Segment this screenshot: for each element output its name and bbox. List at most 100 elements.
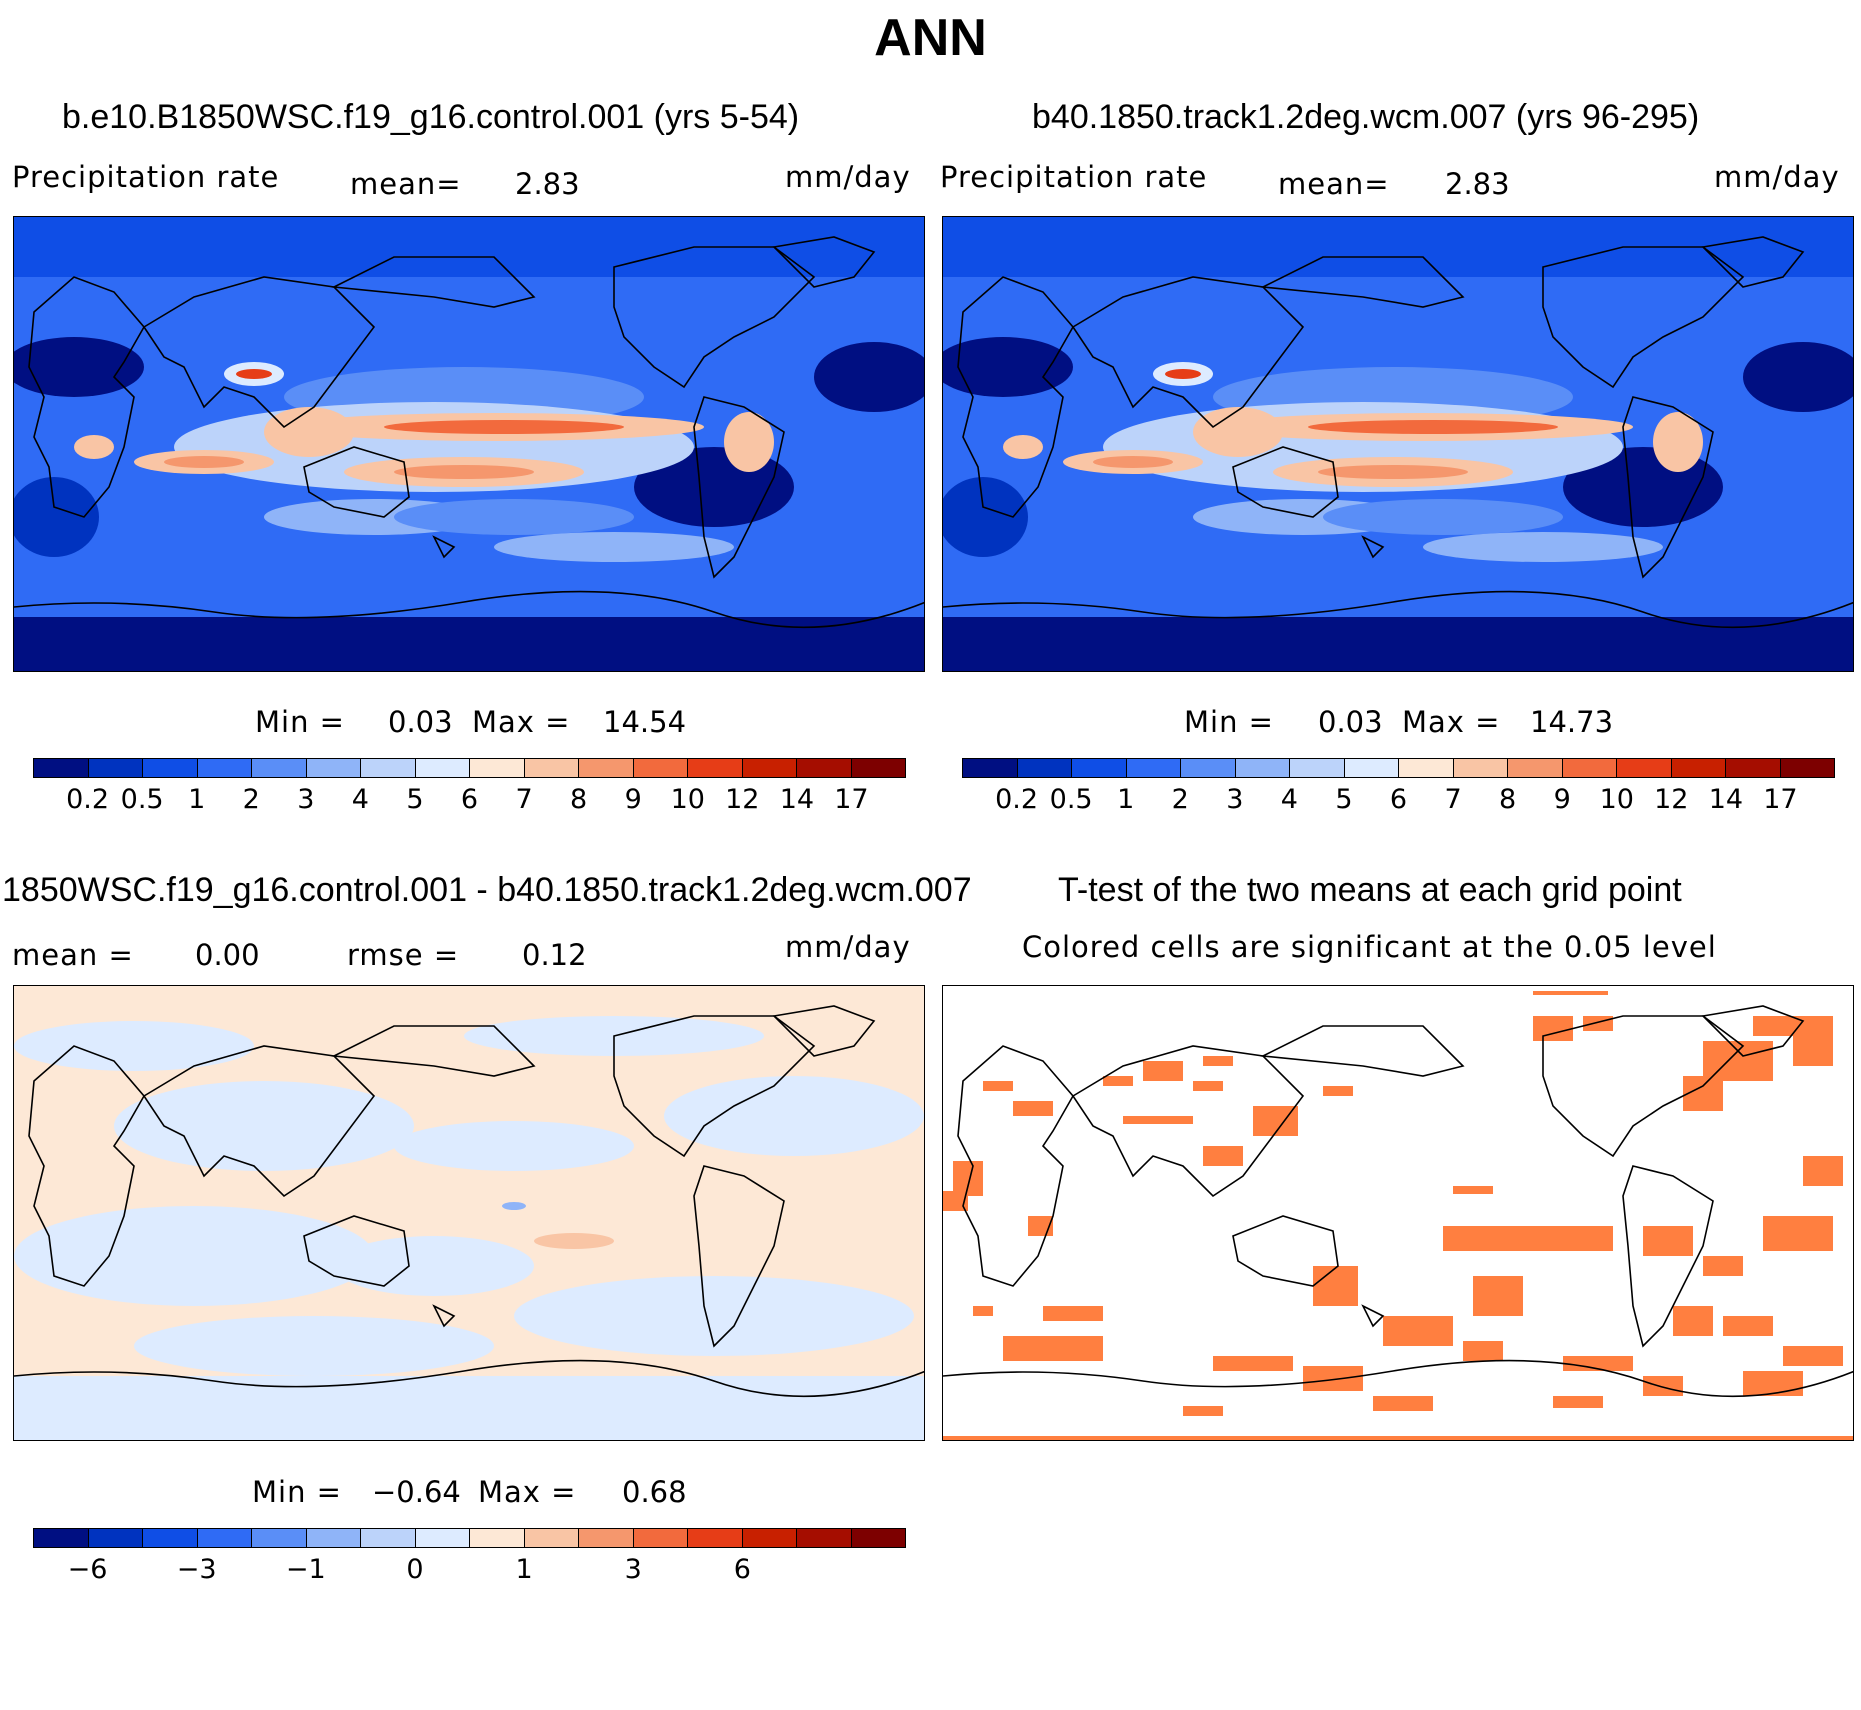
- colorbar-swatch: [252, 1529, 307, 1547]
- panel3-map-svg: [14, 986, 924, 1440]
- panel1-min-label: Min =: [255, 705, 345, 739]
- colorbar-tick-label: 7: [515, 784, 533, 815]
- colorbar-tick-label: 0.2: [66, 784, 110, 815]
- colorbar-tick-label: −6: [67, 1554, 108, 1585]
- panel2-min-label: Min =: [1184, 705, 1274, 739]
- colorbar-swatch: [1399, 759, 1454, 777]
- panel3-title: 1850WSC.f19_g16.control.001 - b40.1850.t…: [2, 871, 972, 909]
- colorbar-tick-label: 2: [1171, 784, 1189, 815]
- colorbar-tick-label: −1: [285, 1554, 326, 1585]
- colorbar-tick-label: 4: [351, 784, 369, 815]
- colorbar-swatch: [797, 759, 852, 777]
- colorbar-tick-label: 0.5: [1049, 784, 1093, 815]
- colorbar-swatch: [1726, 759, 1781, 777]
- colorbar-tick-label: 2: [242, 784, 260, 815]
- colorbar-swatch: [470, 1529, 525, 1547]
- colorbar-tick-label: 8: [1499, 784, 1517, 815]
- colorbar-swatch: [415, 1529, 470, 1547]
- panel3-rmse-value: 0.12: [522, 938, 587, 972]
- panel3-colorbar: [33, 1528, 906, 1548]
- colorbar-swatch: [197, 759, 252, 777]
- panel2-min-value: 0.03: [1318, 705, 1383, 739]
- colorbar-tick-label: 9: [624, 784, 642, 815]
- colorbar-swatch: [1508, 759, 1563, 777]
- colorbar-tick-label: 0.5: [120, 784, 164, 815]
- panel2-max-label: Max =: [1402, 705, 1501, 739]
- panel1-variable-label: Precipitation rate: [12, 160, 280, 194]
- colorbar-tick-label: 14: [779, 784, 815, 815]
- colorbar-swatch: [688, 759, 743, 777]
- colorbar-swatch: [34, 1529, 89, 1547]
- colorbar-tick-label: 12: [725, 784, 760, 815]
- panel3-min-label: Min =: [252, 1475, 342, 1509]
- panel2-variable-label: Precipitation rate: [940, 160, 1208, 194]
- colorbar-tick-label: 8: [570, 784, 588, 815]
- colorbar-swatch: [524, 1529, 579, 1547]
- colorbar-tick-label: 12: [1654, 784, 1689, 815]
- colorbar-swatch: [1181, 759, 1236, 777]
- panel4-subtitle: Colored cells are significant at the 0.0…: [1022, 930, 1717, 964]
- panel1-map-svg: [14, 217, 924, 671]
- colorbar-swatch: [851, 1529, 905, 1547]
- colorbar-tick-label: 3: [297, 784, 315, 815]
- panel1-min-value: 0.03: [388, 705, 453, 739]
- colorbar-swatch: [742, 759, 797, 777]
- colorbar-tick-label: 5: [1335, 784, 1353, 815]
- colorbar-swatch: [88, 759, 143, 777]
- panel1-max-label: Max =: [472, 705, 571, 739]
- colorbar-swatch: [524, 759, 579, 777]
- colorbar-swatch: [688, 1529, 743, 1547]
- colorbar-swatch: [963, 759, 1018, 777]
- colorbar-tick-label: 6: [460, 784, 479, 815]
- figure-title: ANN: [874, 9, 987, 67]
- colorbar-tick-label: 5: [406, 784, 424, 815]
- colorbar-swatch: [1290, 759, 1345, 777]
- colorbar-swatch: [742, 1529, 797, 1547]
- panel1-colorbar: [33, 758, 906, 778]
- colorbar-tick-label: 17: [834, 784, 869, 815]
- colorbar-tick-label: 17: [1763, 784, 1798, 815]
- colorbar-tick-label: 3: [1226, 784, 1244, 815]
- colorbar-tick-label: −3: [176, 1554, 217, 1585]
- colorbar-swatch: [797, 1529, 852, 1547]
- panel2-colorbar: [962, 758, 1835, 778]
- colorbar-swatch: [1235, 759, 1290, 777]
- panel2-mean-value: 2.83: [1445, 167, 1510, 201]
- colorbar-swatch: [143, 759, 198, 777]
- significant-cells: [943, 991, 1853, 1440]
- panel3-mean-label: mean =: [12, 938, 134, 972]
- colorbar-swatch: [1344, 759, 1399, 777]
- panel2-mean-label: mean=: [1278, 167, 1390, 201]
- panel1-map: [13, 216, 925, 672]
- colorbar-swatch: [252, 759, 307, 777]
- panel1-title: b.e10.B1850WSC.f19_g16.control.001 (yrs …: [62, 98, 800, 136]
- colorbar-tick-label: 4: [1280, 784, 1298, 815]
- panel3-rmse-label: rmse =: [347, 938, 460, 972]
- colorbar-swatch: [1072, 759, 1127, 777]
- colorbar-tick-label: 9: [1553, 784, 1571, 815]
- panel3-units: mm/day: [785, 930, 911, 964]
- colorbar-swatch: [633, 759, 688, 777]
- colorbar-tick-label: 10: [1599, 784, 1634, 815]
- colorbar-swatch: [361, 759, 416, 777]
- colorbar-swatch: [1671, 759, 1726, 777]
- colorbar-tick-label: 1: [188, 784, 206, 815]
- colorbar-tick-label: 0.2: [995, 784, 1039, 815]
- colorbar-tick-label: 7: [1444, 784, 1462, 815]
- colorbar-swatch: [361, 1529, 416, 1547]
- colorbar-swatch: [1453, 759, 1508, 777]
- colorbar-swatch: [1562, 759, 1617, 777]
- colorbar-swatch: [306, 759, 361, 777]
- colorbar-tick-label: 14: [1708, 784, 1744, 815]
- colorbar-tick-label: 6: [1389, 784, 1408, 815]
- panel2-map: [942, 216, 1854, 672]
- colorbar-swatch: [1617, 759, 1672, 777]
- panel3-max-label: Max =: [478, 1475, 577, 1509]
- colorbar-tick-label: 6: [733, 1554, 751, 1585]
- colorbar-swatch: [1780, 759, 1834, 777]
- panel4-title: T-test of the two means at each grid poi…: [1058, 871, 1682, 909]
- panel2-title: b40.1850.track1.2deg.wcm.007 (yrs 96-295…: [1032, 98, 1700, 136]
- colorbar-swatch: [1126, 759, 1181, 777]
- colorbar-tick-label: 1: [515, 1554, 533, 1585]
- colorbar-swatch: [579, 759, 634, 777]
